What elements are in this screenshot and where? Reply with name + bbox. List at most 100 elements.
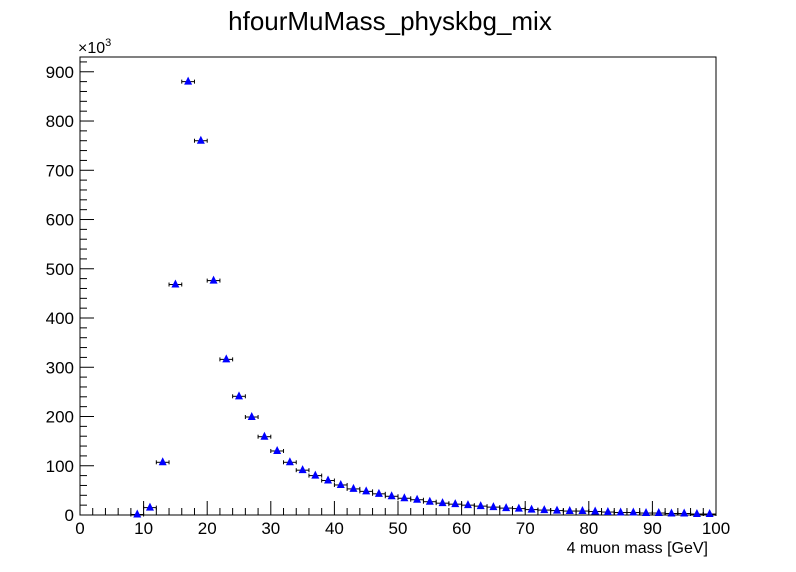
triangle-marker [222, 354, 231, 363]
multiplier-exponent: 3 [105, 37, 111, 49]
data-point [168, 279, 183, 288]
data-point [613, 507, 628, 516]
data-point [626, 507, 641, 516]
y-tick-label: 300 [46, 358, 74, 377]
data-point [486, 502, 501, 511]
data-point [193, 135, 208, 144]
data-point [295, 465, 310, 474]
triangle-marker [324, 475, 333, 484]
data-point [702, 509, 717, 518]
triangle-marker [171, 279, 180, 288]
data-point [333, 479, 348, 488]
triangle-marker [629, 507, 638, 516]
data-point [422, 496, 437, 505]
triangle-marker [209, 275, 218, 284]
data-point [206, 275, 221, 284]
triangle-marker [553, 505, 561, 514]
triangle-marker [451, 499, 460, 508]
triangle-marker [502, 503, 511, 512]
triangle-marker [692, 509, 701, 518]
data-point [435, 498, 450, 507]
y-tick-label: 700 [46, 161, 74, 180]
multiplier-base: ×10 [78, 40, 105, 57]
y-tick-label: 800 [46, 112, 74, 131]
y-tick-label: 200 [46, 408, 74, 427]
data-point [244, 411, 259, 420]
triangle-marker [387, 491, 396, 500]
data-point [321, 475, 335, 484]
axes: 0 10 20 30 40 50 60 70 80 90 100 0 100 200 300 400 500 60… [46, 61, 730, 538]
triangle-marker [540, 505, 549, 514]
data-point [588, 506, 603, 515]
triangle-marker [489, 502, 498, 511]
triangle-marker [374, 488, 383, 497]
data-point [575, 506, 590, 515]
x-tick-label: 30 [261, 519, 280, 538]
triangle-marker [184, 76, 193, 85]
triangle-marker [336, 479, 345, 488]
data-point [397, 493, 412, 502]
x-tick-label: 80 [579, 519, 598, 538]
triangle-marker [349, 483, 358, 492]
y-tick-label: 500 [46, 260, 74, 279]
x-tick-label: 100 [702, 519, 730, 538]
triangle-marker [298, 465, 307, 474]
data-point [219, 354, 234, 363]
triangle-marker [680, 508, 689, 517]
data-point [601, 507, 615, 516]
data-point [461, 500, 475, 509]
triangle-marker [196, 135, 205, 144]
data-point [270, 445, 285, 454]
y-tick-label: 400 [46, 309, 74, 328]
data-point [562, 506, 577, 515]
x-tick-label: 60 [452, 519, 471, 538]
triangle-marker [285, 457, 294, 466]
triangle-marker [603, 507, 612, 516]
data-point [308, 470, 323, 479]
triangle-marker [642, 508, 651, 517]
y-tick-label: 900 [46, 63, 74, 82]
data-point [283, 457, 297, 466]
data-point [257, 431, 272, 440]
triangle-marker [527, 504, 536, 513]
triangle-marker [565, 506, 574, 515]
triangle-marker [133, 509, 142, 518]
triangle-marker [413, 494, 422, 503]
data-point [524, 504, 539, 513]
triangle-marker [514, 503, 523, 512]
data-point [537, 505, 552, 514]
y-tick-label: 600 [46, 211, 74, 230]
triangle-marker [425, 496, 434, 505]
triangle-marker [260, 431, 269, 440]
x-tick-label: 50 [389, 519, 408, 538]
data-point [130, 509, 145, 518]
data-point [346, 483, 361, 492]
x-tick-label: 0 [75, 519, 84, 538]
data-point [372, 488, 386, 497]
x-tick-label: 20 [198, 519, 217, 538]
triangle-marker [476, 501, 485, 510]
x-tick-label: 70 [516, 519, 535, 538]
triangle-marker [235, 391, 243, 400]
data-point [410, 494, 424, 503]
data-point [499, 503, 513, 512]
data-points [130, 76, 717, 518]
triangle-marker [616, 507, 625, 516]
y-tick-label: 100 [46, 457, 74, 476]
triangle-marker [667, 508, 676, 517]
triangle-marker [438, 498, 447, 507]
triangle-marker [591, 506, 600, 515]
triangle-marker [705, 509, 714, 518]
data-point [511, 503, 526, 512]
data-point [384, 491, 399, 500]
data-point [550, 505, 564, 514]
triangle-marker [362, 486, 371, 495]
triangle-marker [311, 470, 320, 479]
data-point [181, 76, 195, 85]
data-point [155, 457, 170, 466]
x-tick-label: 40 [325, 519, 344, 538]
data-point [473, 501, 488, 510]
y-axis-multiplier: ×103 [78, 37, 111, 57]
data-point [232, 391, 246, 400]
